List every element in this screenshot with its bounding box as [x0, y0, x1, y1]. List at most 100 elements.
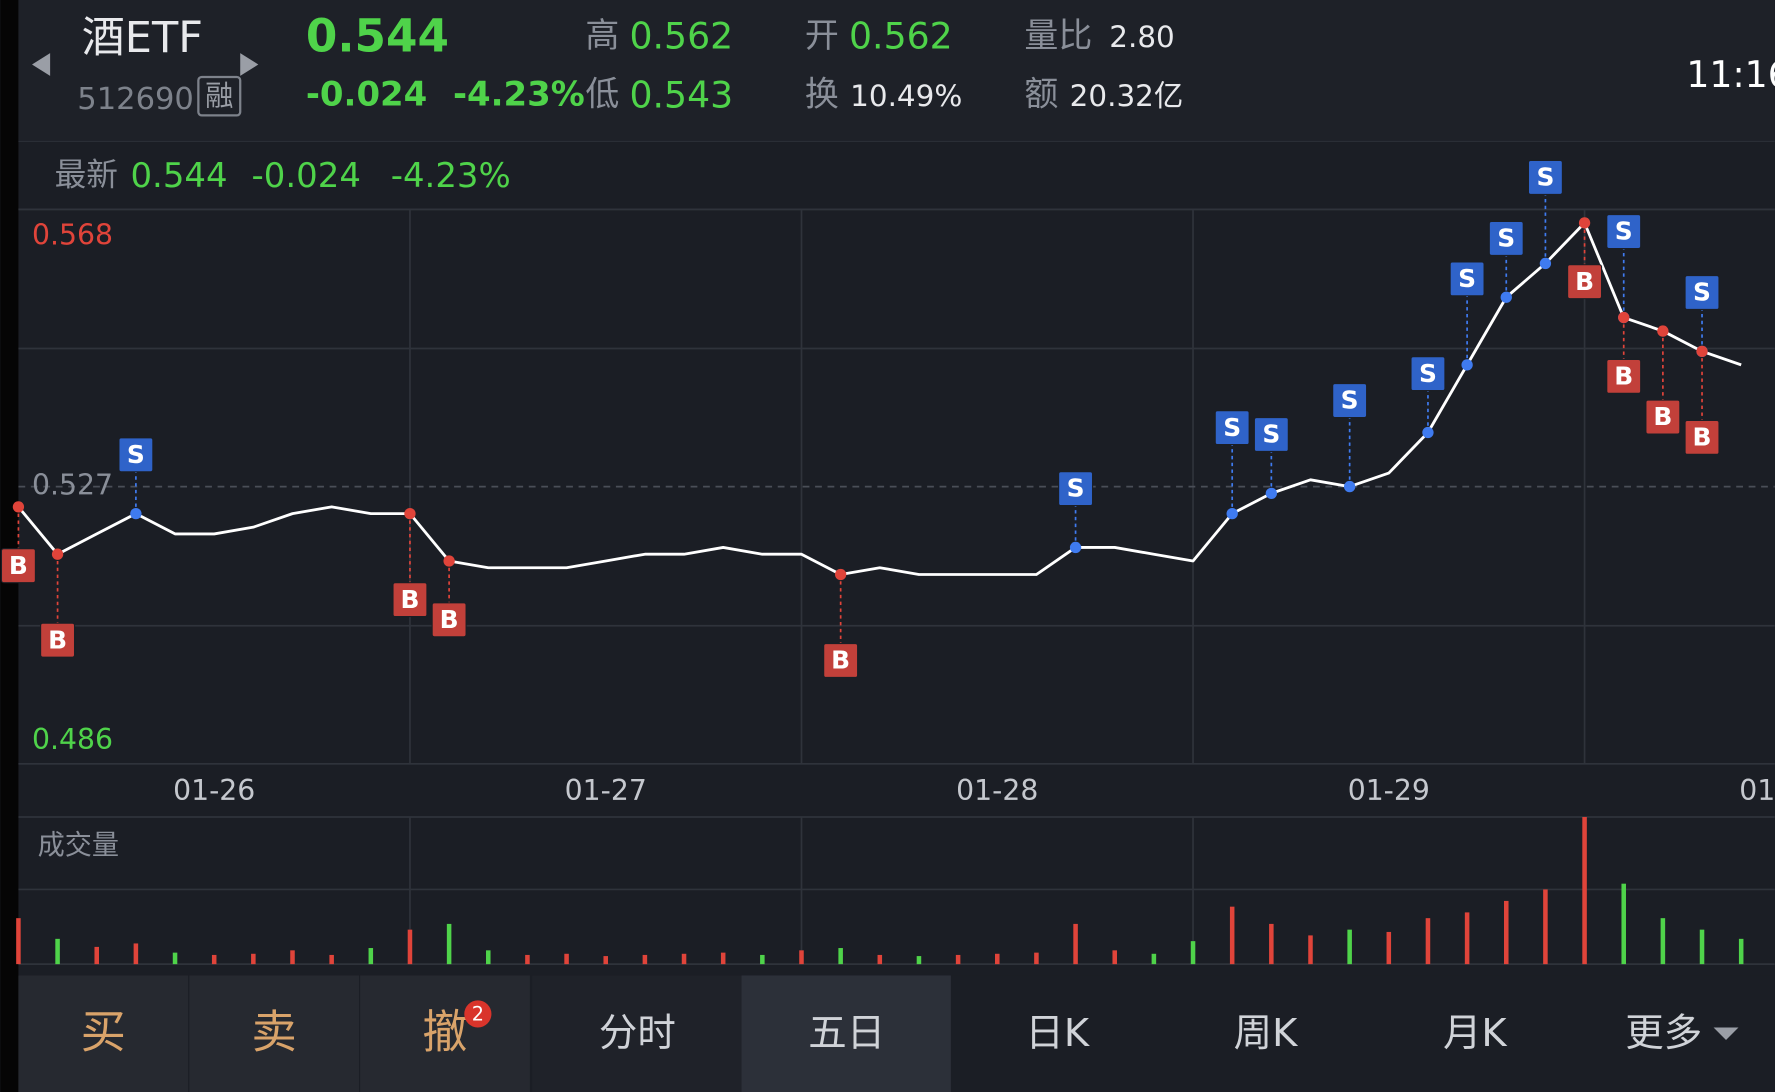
- next-arrow[interactable]: [240, 53, 259, 76]
- volume-bar: [1112, 950, 1117, 965]
- volume-bar: [329, 954, 334, 965]
- left-edge: [0, 0, 19, 1092]
- volume-bar: [1503, 900, 1509, 965]
- trade-button-bg[interactable]: [189, 975, 360, 1092]
- trade-button[interactable]: 撤: [422, 1005, 467, 1058]
- volume-bar: [172, 952, 178, 965]
- trade-badge: [1488, 220, 1524, 256]
- trade-dot: [1539, 257, 1552, 270]
- volume-bar: [877, 954, 883, 965]
- volume-label: 成交量: [38, 830, 119, 861]
- high-label: 高: [585, 16, 619, 56]
- change-pct: -4.23%: [453, 75, 585, 115]
- trade-button-bg[interactable]: [18, 975, 189, 1092]
- volume-bar: [55, 938, 60, 965]
- tab[interactable]: 周K: [1234, 1011, 1299, 1056]
- volume-bar: [368, 948, 374, 965]
- trade-badge: [1684, 274, 1720, 311]
- trade-badge: [40, 622, 76, 658]
- trade-badge: [0, 548, 36, 584]
- volume-bar: [1582, 817, 1587, 965]
- tab[interactable]: 五日: [808, 1011, 885, 1056]
- trade-label: B: [1693, 422, 1712, 451]
- trade-label: S: [1419, 359, 1437, 388]
- trade-dot: [1461, 359, 1473, 371]
- trade-dot: [1422, 426, 1434, 439]
- trade-badge: [1214, 410, 1250, 446]
- trade-badge: [1567, 264, 1603, 300]
- open-label: 开: [805, 16, 839, 56]
- tab[interactable]: 更多: [1625, 1011, 1702, 1056]
- volume-bar: [94, 946, 99, 965]
- tab[interactable]: 日K: [1025, 1011, 1090, 1056]
- volume-bar: [1699, 929, 1705, 965]
- volume-bar: [211, 954, 217, 965]
- trade-dot: [1578, 217, 1591, 229]
- trade-dot: [1343, 480, 1356, 493]
- header-bg: [18, 0, 1775, 142]
- volume-bar: [1464, 912, 1470, 965]
- volume-bar: [133, 943, 139, 965]
- volume-bar: [720, 952, 726, 965]
- volume-bar: [446, 923, 452, 965]
- volume-bar: [1543, 889, 1548, 965]
- tab[interactable]: 月K: [1443, 1011, 1508, 1056]
- volume-bar: [1034, 952, 1039, 965]
- open: 0.562: [849, 14, 953, 57]
- volume-bar: [290, 950, 295, 965]
- y-tick-label: 0.486: [32, 723, 113, 756]
- prev-arrow[interactable]: [32, 53, 51, 76]
- price-line: [17, 221, 1742, 576]
- volume-bar: [955, 954, 961, 965]
- trade-label: S: [1536, 163, 1554, 192]
- vol-ratio-label: 量比: [1024, 16, 1092, 56]
- trade-label: B: [48, 625, 67, 654]
- trade-label: S: [1067, 474, 1085, 503]
- volume-bar: [1151, 953, 1157, 965]
- trade-dot: [1069, 541, 1082, 554]
- trade-button-bg[interactable]: [360, 975, 530, 1092]
- vol-ratio: 2.80: [1109, 20, 1174, 54]
- trade-label: S: [1615, 217, 1633, 246]
- dropdown-arrow[interactable]: [1713, 1027, 1739, 1040]
- tab-bg[interactable]: [532, 975, 742, 1092]
- trade-dot: [1265, 487, 1277, 500]
- tab-bg-selected[interactable]: [741, 975, 951, 1092]
- volume-bar: [1229, 906, 1235, 965]
- trade-dot: [834, 568, 847, 581]
- tab[interactable]: 分时: [599, 1011, 676, 1056]
- plot: 0.486 0.527 0.568 01-26 01-27 01-28 01-29 01-30…: [0, 159, 1775, 965]
- volume-bar: [251, 953, 256, 965]
- volume-bar: [1073, 923, 1078, 965]
- trade-dot: [1696, 345, 1708, 358]
- trade-button[interactable]: 买: [81, 1005, 126, 1058]
- volume-bar: [799, 950, 804, 965]
- volume-bar: [486, 950, 491, 965]
- trade-label: B: [9, 551, 28, 580]
- change: -0.024: [306, 75, 427, 115]
- x-tick-label: 01-27: [565, 774, 647, 807]
- volume-bar: [642, 954, 648, 965]
- trade-label: B: [1653, 402, 1672, 431]
- trade-badge: [1606, 213, 1642, 250]
- volume-bar: [1190, 941, 1196, 965]
- trade-badge: [392, 582, 428, 618]
- volume-bar: [916, 956, 922, 965]
- x-tick-label: 01-26: [173, 774, 255, 807]
- badge-bg: [464, 1000, 492, 1028]
- trade-badge: [1332, 383, 1368, 419]
- amount-label: 额: [1024, 75, 1058, 115]
- trade-button[interactable]: 卖: [252, 1005, 297, 1058]
- turnover: 10.49%: [850, 79, 962, 113]
- trade-badge: [118, 437, 154, 473]
- low: 0.543: [629, 73, 733, 116]
- price: 0.544: [306, 10, 449, 63]
- volume-bar: [1308, 935, 1313, 965]
- amount: 20.32亿: [1070, 79, 1184, 113]
- time: 11:16: [1686, 53, 1775, 96]
- volume-bar: [1660, 918, 1666, 965]
- trade-label: S: [1497, 224, 1515, 253]
